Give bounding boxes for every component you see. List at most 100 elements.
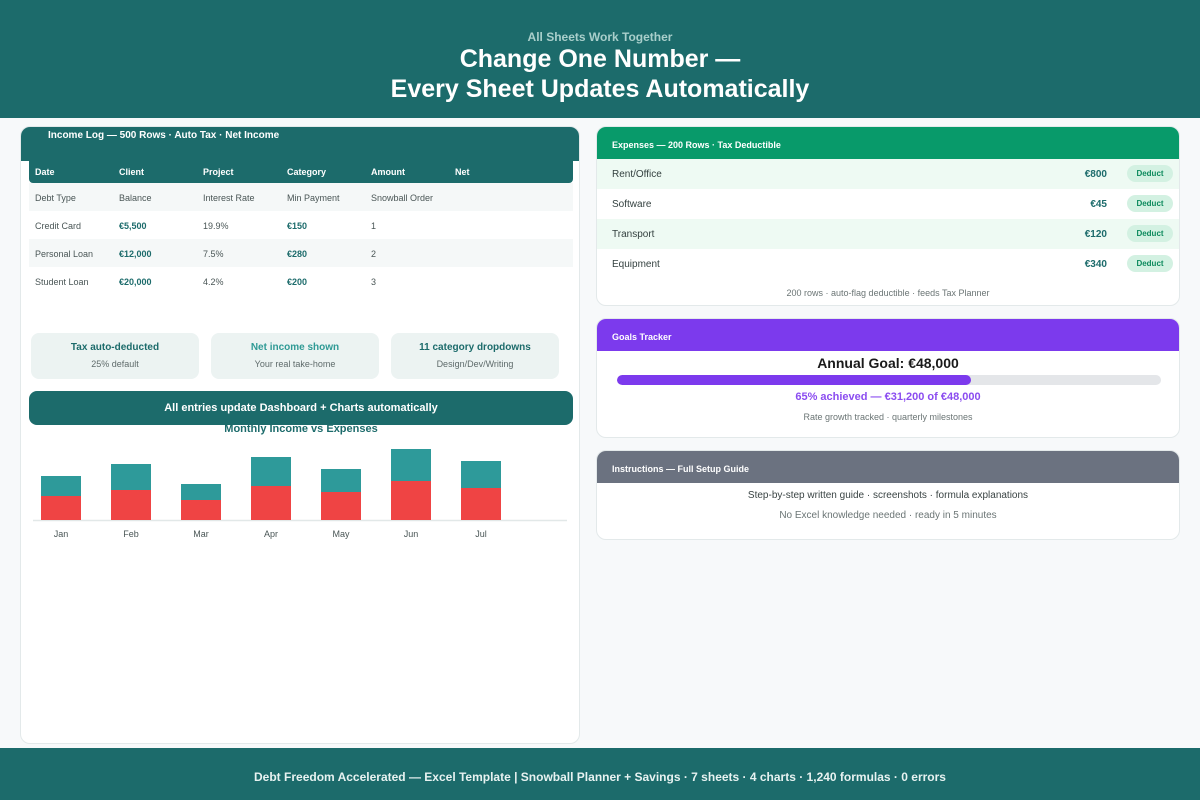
header-eyebrow: All Sheets Work Together bbox=[527, 30, 673, 44]
expense-name: Rent/Office bbox=[612, 169, 662, 180]
expense-name: Transport bbox=[612, 229, 655, 240]
feature-subtitle: Design/Dev/Writing bbox=[436, 359, 514, 369]
column-header-category[interactable]: Category bbox=[287, 167, 327, 177]
column-header-date[interactable]: Date bbox=[35, 167, 55, 177]
table-cell: €150 bbox=[287, 221, 308, 231]
chart-x-tick-label: Feb bbox=[123, 529, 139, 539]
income-table: Date Client Project Category Amount Net … bbox=[29, 159, 573, 295]
expenses-card: Expenses — 200 Rows · Tax Deductible Ren… bbox=[596, 126, 1180, 306]
deduct-badge[interactable]: Deduct bbox=[1127, 225, 1173, 242]
instructions-header: Instructions — Full Setup Guide bbox=[597, 451, 1179, 483]
column-header-client[interactable]: Client bbox=[119, 167, 145, 177]
table-cell: €20,000 bbox=[119, 277, 152, 287]
table-cell: Credit Card bbox=[35, 221, 82, 231]
table-cell: Interest Rate bbox=[203, 193, 255, 203]
expense-value: €45 bbox=[1090, 199, 1107, 210]
deduct-badge[interactable]: Deduct bbox=[1127, 165, 1173, 182]
chart-bar-may-series-1 bbox=[321, 492, 361, 520]
goal-achieved-text: 65% achieved — €31,200 of €48,000 bbox=[795, 391, 981, 403]
goals-tracker-card: Goals Tracker Annual Goal: €48,000 65% a… bbox=[596, 318, 1180, 438]
table-cell: €280 bbox=[287, 249, 308, 259]
table-cell: Student Loan bbox=[35, 277, 89, 287]
monthly-income-expenses-chart: Jan Feb Mar Apr May Jun Jul bbox=[33, 449, 567, 539]
chart-x-tick-label: Mar bbox=[193, 529, 209, 539]
chart-bar-feb-series-2 bbox=[111, 464, 151, 490]
auto-update-banner: All entries update Dashboard + Charts au… bbox=[29, 391, 573, 425]
deduct-badge[interactable]: Deduct bbox=[1127, 255, 1173, 272]
table-cell: 7.5% bbox=[203, 249, 224, 259]
chart-bar-feb-series-1 bbox=[111, 490, 151, 520]
expense-value: €800 bbox=[1084, 169, 1107, 180]
goal-progress-bar bbox=[617, 375, 1161, 385]
table-row[interactable]: Student Loan €20,000 4.2% €200 3 bbox=[29, 267, 573, 295]
table-row[interactable]: Credit Card €5,500 19.9% €150 1 bbox=[29, 211, 573, 239]
chart-x-tick-label: Jul bbox=[475, 529, 487, 539]
income-log-title: Income Log — 500 Rows · Auto Tax · Net I… bbox=[48, 130, 280, 141]
chart-x-tick-label: Jun bbox=[404, 529, 419, 539]
chart-x-tick-label: May bbox=[332, 529, 350, 539]
instructions-line-1: Step-by-step written guide · screenshots… bbox=[747, 490, 1029, 501]
chart-bar-jan-series-1 bbox=[41, 496, 81, 520]
expense-row[interactable]: Transport €120 Deduct bbox=[597, 219, 1179, 249]
feature-title: Net income shown bbox=[250, 342, 340, 353]
feature-subtitle: 25% default bbox=[91, 359, 139, 369]
page-title-line-1: Change One Number — bbox=[459, 45, 741, 73]
table-cell: €12,000 bbox=[119, 249, 152, 259]
feature-category-dropdowns: 11 category dropdowns Design/Dev/Writing bbox=[391, 333, 559, 379]
chart-bar-may-series-2 bbox=[321, 469, 361, 492]
expense-name: Equipment bbox=[612, 259, 660, 270]
expense-value: €120 bbox=[1084, 229, 1107, 240]
chart-bar-mar-series-1 bbox=[181, 500, 221, 520]
goals-header: Goals Tracker bbox=[597, 319, 1179, 351]
feature-title: Tax auto-deducted bbox=[70, 342, 160, 353]
instructions-title: Instructions — Full Setup Guide bbox=[612, 464, 750, 474]
chart-bar-mar-series-2 bbox=[181, 484, 221, 500]
table-cell: Personal Loan bbox=[35, 249, 94, 259]
chart-bar-jul-series-1 bbox=[461, 488, 501, 520]
chart-bar-apr-series-2 bbox=[251, 457, 291, 486]
expense-row[interactable]: Equipment €340 Deduct bbox=[597, 249, 1179, 279]
chart-bar-jul-series-2 bbox=[461, 461, 501, 488]
income-log-header: Income Log — 500 Rows · Auto Tax · Net I… bbox=[21, 127, 579, 161]
income-log-card: Income Log — 500 Rows · Auto Tax · Net I… bbox=[20, 126, 580, 744]
feature-tax-auto-deducted: Tax auto-deducted 25% default bbox=[31, 333, 199, 379]
table-cell: Balance bbox=[119, 193, 152, 203]
expenses-footer: 200 rows · auto-flag deductible · feeds … bbox=[786, 288, 990, 298]
table-cell: 4.2% bbox=[203, 277, 224, 287]
expense-row[interactable]: Rent/Office €800 Deduct bbox=[597, 159, 1179, 189]
income-table-header: Date Client Project Category Amount Net bbox=[29, 159, 573, 183]
table-cell: €5,500 bbox=[119, 221, 147, 231]
page-title: Change One Number — Every Sheet Updates … bbox=[0, 44, 1200, 104]
chart-bar-jun-series-1 bbox=[391, 481, 431, 520]
instructions-card: Instructions — Full Setup Guide Step-by-… bbox=[596, 450, 1180, 540]
feature-subtitle: Your real take-home bbox=[254, 359, 336, 369]
page-title-line-2: Every Sheet Updates Automatically bbox=[390, 75, 810, 103]
table-row[interactable]: Personal Loan €12,000 7.5% €280 2 bbox=[29, 239, 573, 267]
table-cell: 1 bbox=[371, 221, 377, 231]
chart-title: Monthly Income vs Expenses bbox=[224, 423, 378, 435]
goal-progress-fill bbox=[617, 375, 971, 385]
table-cell: Debt Type bbox=[35, 193, 76, 203]
instructions-line-2: No Excel knowledge needed · ready in 5 m… bbox=[779, 510, 997, 521]
table-cell: 3 bbox=[371, 277, 377, 287]
table-cell: 2 bbox=[371, 249, 377, 259]
page-footer: Debt Freedom Accelerated — Excel Templat… bbox=[0, 748, 1200, 800]
feature-title: 11 category dropdowns bbox=[419, 342, 531, 353]
column-header-project[interactable]: Project bbox=[203, 167, 234, 177]
chart-x-tick-label: Jan bbox=[54, 529, 69, 539]
expense-value: €340 bbox=[1084, 259, 1107, 270]
deduct-badge[interactable]: Deduct bbox=[1127, 195, 1173, 212]
goal-note: Rate growth tracked · quarterly mileston… bbox=[803, 412, 973, 422]
column-header-amount[interactable]: Amount bbox=[371, 167, 405, 177]
column-header-net[interactable]: Net bbox=[455, 167, 470, 177]
table-cell: 19.9% bbox=[203, 221, 229, 231]
table-cell: Snowball Order bbox=[371, 193, 434, 203]
goals-title: Goals Tracker bbox=[612, 332, 672, 342]
chart-x-tick-label: Apr bbox=[264, 529, 278, 539]
expense-row[interactable]: Software €45 Deduct bbox=[597, 189, 1179, 219]
chart-bar-apr-series-1 bbox=[251, 486, 291, 520]
table-row[interactable]: Debt Type Balance Interest Rate Min Paym… bbox=[29, 183, 573, 211]
page-header: All Sheets Work Together Change One Numb… bbox=[0, 0, 1200, 118]
expense-name: Software bbox=[612, 199, 652, 210]
table-cell: Min Payment bbox=[287, 193, 340, 203]
